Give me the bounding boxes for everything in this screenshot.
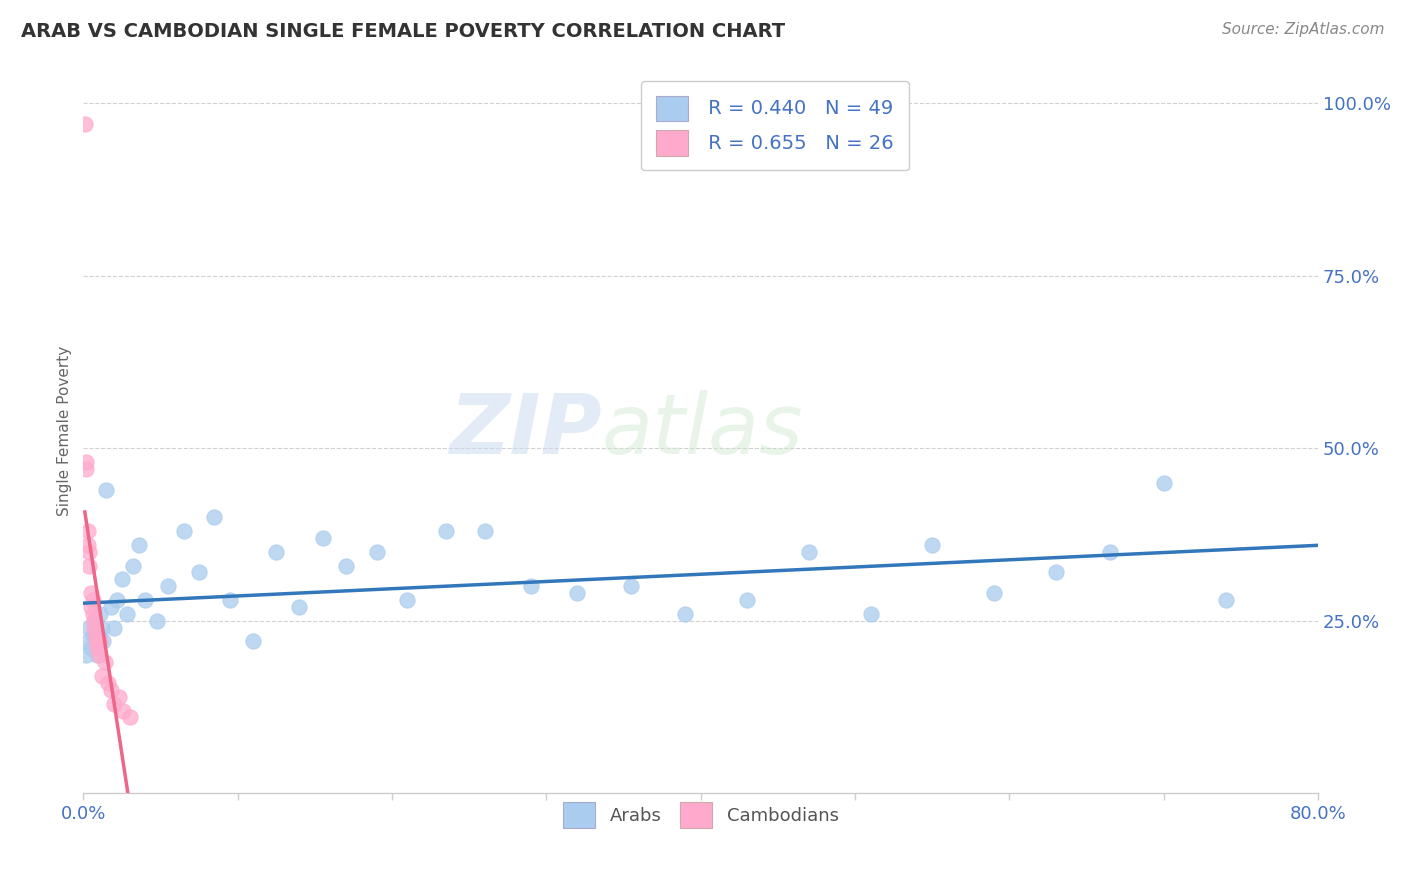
Point [84,634,107,648]
Point [111,572,134,586]
Point [79,558,101,573]
Point [82,593,104,607]
Point [79,621,101,635]
Legend: Arabs, Cambodians: Arabs, Cambodians [555,795,846,835]
Point [90,621,112,635]
Point [146,614,169,628]
Point [396,593,419,607]
Point [204,510,226,524]
Point [79,545,101,559]
Text: Source: ZipAtlas.com: Source: ZipAtlas.com [1222,22,1385,37]
Point [75,455,97,469]
Point [264,545,287,559]
Text: ARAB VS CAMBODIAN SINGLE FEMALE POVERTY CORRELATION CHART: ARAB VS CAMBODIAN SINGLE FEMALE POVERTY … [21,22,785,41]
Point [77,634,100,648]
Point [311,531,333,545]
Point [87,648,110,663]
Point [94,655,117,669]
Point [100,682,122,697]
Point [103,621,125,635]
Point [87,627,110,641]
Point [82,627,104,641]
Point [115,607,138,621]
Point [474,524,496,538]
Point [735,593,758,607]
Point [173,524,195,538]
Point [97,676,120,690]
Point [434,524,457,538]
Point [567,586,589,600]
Point [83,614,105,628]
Point [84,627,107,641]
Point [83,614,105,628]
Y-axis label: Single Female Poverty: Single Female Poverty [58,346,72,516]
Point [219,593,242,607]
Point [75,462,97,476]
Point [100,599,122,614]
Text: ZIP: ZIP [450,391,602,472]
Point [335,558,357,573]
Point [983,586,1005,600]
Point [82,607,104,621]
Point [288,599,311,614]
Point [96,483,118,497]
Point [620,579,643,593]
Text: atlas: atlas [602,391,804,472]
Point [242,634,264,648]
Point [112,704,135,718]
Point [86,648,108,663]
Point [80,641,103,656]
Point [118,710,141,724]
Point [1153,475,1175,490]
Point [921,538,943,552]
Point [80,586,103,600]
Point [673,607,696,621]
Point [73,117,96,131]
Point [1098,545,1121,559]
Point [128,538,150,552]
Point [83,621,105,635]
Point [84,634,107,648]
Point [797,545,820,559]
Point [1215,593,1237,607]
Point [134,593,156,607]
Point [77,524,100,538]
Point [107,690,129,704]
Point [366,545,388,559]
Point [105,593,128,607]
Point [188,566,211,580]
Point [103,697,125,711]
Point [86,641,108,656]
Point [93,634,115,648]
Point [1045,566,1067,580]
Point [859,607,882,621]
Point [89,607,111,621]
Point [77,538,100,552]
Point [90,669,112,683]
Point [520,579,543,593]
Point [89,634,111,648]
Point [157,579,180,593]
Point [121,558,143,573]
Point [80,599,103,614]
Point [75,648,97,663]
